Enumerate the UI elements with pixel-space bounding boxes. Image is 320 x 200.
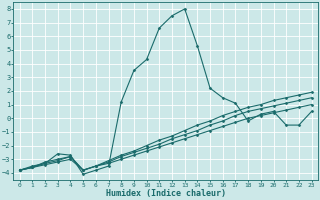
X-axis label: Humidex (Indice chaleur): Humidex (Indice chaleur) (106, 189, 226, 198)
